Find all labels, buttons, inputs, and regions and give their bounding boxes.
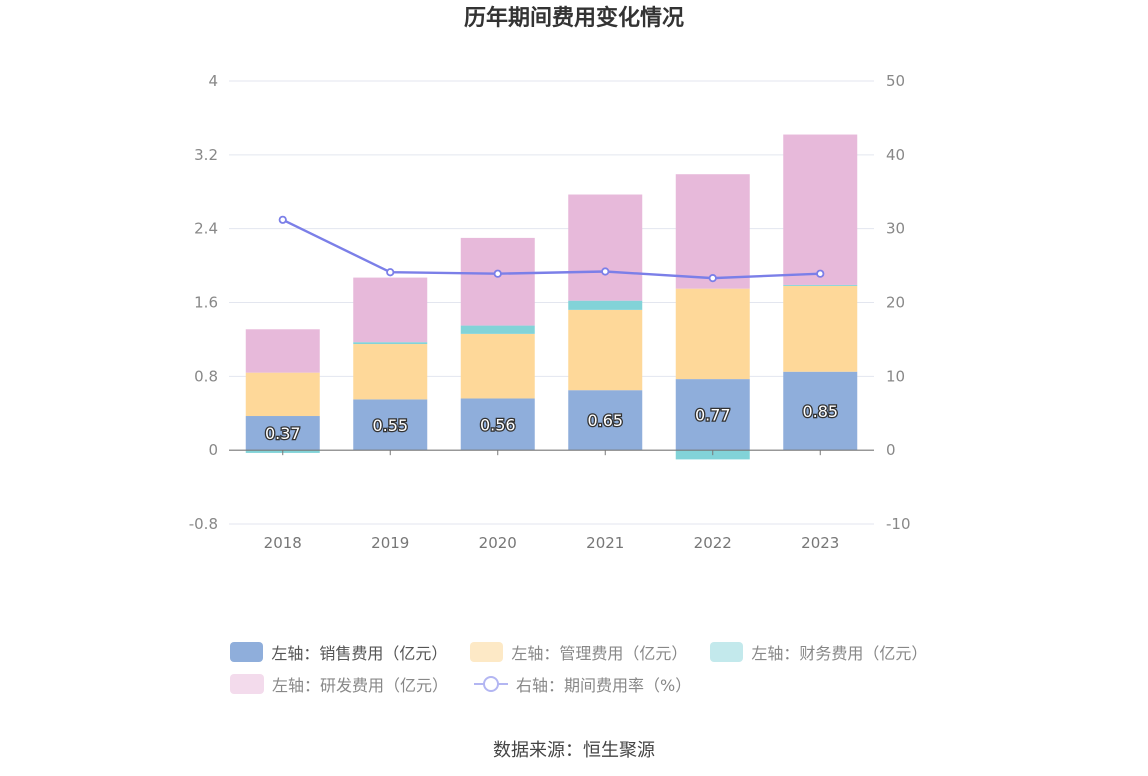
left-axis-tick-label: -0.8 xyxy=(189,515,218,533)
legend-item-rate[interactable]: 右轴：期间费用率（%） xyxy=(474,672,691,696)
bar-segment-sales-2023 xyxy=(783,371,858,451)
right-axis-tick-label: -10 xyxy=(886,515,911,533)
bar-segment-admin-2018 xyxy=(245,372,320,417)
rate-point xyxy=(386,268,395,277)
x-axis: 2018 2019 2020 2021 2022 2023 xyxy=(264,534,840,552)
bar-segment-rnd-2018 xyxy=(245,329,320,373)
right-y-axis: -10 0 10 20 30 40 50 xyxy=(886,72,911,533)
bar-segment-rnd-2020 xyxy=(460,237,535,326)
legend: 左轴：销售费用（亿元） 左轴：管理费用（亿元） 左轴：财务费用（亿元） 左轴：研… xyxy=(230,636,950,700)
rate-line xyxy=(282,218,821,280)
bar-segment-sales-2021 xyxy=(568,390,643,451)
x-axis-tick-label: 2022 xyxy=(694,534,732,552)
right-axis-tick-label: 0 xyxy=(886,441,896,459)
grid-lines xyxy=(229,80,874,525)
bar-segment-rnd-2019 xyxy=(353,277,428,343)
bar-segment-admin-2022 xyxy=(675,288,750,380)
x-axis-tick-label: 2018 xyxy=(264,534,302,552)
x-axis-tick-label: 2020 xyxy=(479,534,517,552)
data-label-sales: 0.85 xyxy=(802,402,838,421)
bar-segment-sales-2018 xyxy=(245,416,320,451)
bar-segment-sales-2022 xyxy=(675,379,750,451)
bar-segment-rnd-2022 xyxy=(675,174,750,289)
legend-swatch-sales xyxy=(230,642,264,662)
x-axis-tick-label: 2021 xyxy=(586,534,624,552)
x-axis-tick-label: 2019 xyxy=(371,534,409,552)
left-axis-tick-label: 0.8 xyxy=(194,367,218,385)
bar-segment-sales-2020 xyxy=(460,398,535,451)
right-axis-tick-label: 20 xyxy=(886,294,905,312)
bar-series xyxy=(245,134,858,460)
legend-swatch-finance xyxy=(710,642,744,662)
data-label-sales: 0.37 xyxy=(265,424,301,443)
legend-item-rnd[interactable]: 左轴：研发费用（亿元） xyxy=(230,672,448,696)
left-axis-tick-label: 4 xyxy=(208,72,218,90)
data-label-sales: 0.77 xyxy=(695,406,731,425)
bar-segment-sales-2019 xyxy=(353,399,428,451)
data-label-sales: 0.56 xyxy=(480,415,516,434)
right-axis-tick-label: 50 xyxy=(886,72,905,90)
data-label-sales: 0.65 xyxy=(587,411,623,430)
data-labels: 0.37 0.55 0.56 0.65 0.77 0.85 xyxy=(264,401,840,445)
legend-swatch-admin xyxy=(470,642,504,662)
bar-segment-admin-2019 xyxy=(353,344,428,400)
legend-label-rate: 右轴：期间费用率（%） xyxy=(516,676,692,695)
data-label-sales: 0.55 xyxy=(372,416,408,435)
left-axis-tick-label: 2.4 xyxy=(194,220,218,238)
legend-item-sales[interactable]: 左轴：销售费用（亿元） xyxy=(230,640,448,664)
legend-item-admin[interactable]: 左轴：管理费用（亿元） xyxy=(470,640,688,664)
rate-line-series xyxy=(278,215,825,283)
rate-point xyxy=(601,267,610,276)
right-axis-tick-label: 40 xyxy=(886,146,905,164)
legend-item-finance[interactable]: 左轴：财务费用（亿元） xyxy=(710,640,928,664)
legend-label-finance: 左轴：财务费用（亿元） xyxy=(751,644,928,663)
rate-point xyxy=(816,269,825,278)
left-y-axis: -0.8 0 0.8 1.6 2.4 3.2 4 xyxy=(189,72,218,533)
x-axis-tick-label: 2023 xyxy=(801,534,839,552)
rate-point xyxy=(493,269,502,278)
bar-segment-finance-2023 xyxy=(783,284,858,286)
legend-line-rate-icon xyxy=(474,674,509,694)
bar-segment-finance-2019 xyxy=(353,342,428,345)
left-axis-tick-label: 3.2 xyxy=(194,146,218,164)
bar-segment-finance-2020 xyxy=(460,325,535,334)
bar-segment-finance-2021 xyxy=(568,300,643,310)
data-source: 数据来源：恒生聚源 xyxy=(493,740,655,761)
rate-point xyxy=(278,215,287,224)
bar-segment-admin-2020 xyxy=(460,333,535,399)
bar-segment-rnd-2021 xyxy=(568,194,643,301)
legend-label-rnd: 左轴：研发费用（亿元） xyxy=(272,676,449,695)
legend-label-admin: 左轴：管理费用（亿元） xyxy=(511,644,688,663)
right-axis-tick-label: 30 xyxy=(886,220,905,238)
bar-segment-rnd-2023 xyxy=(783,134,858,285)
rate-point xyxy=(708,274,717,283)
right-axis-tick-label: 10 xyxy=(886,367,905,385)
bar-segment-admin-2023 xyxy=(783,285,858,372)
x-axis-line xyxy=(229,449,874,456)
legend-label-sales: 左轴：销售费用（亿元） xyxy=(271,644,448,663)
left-axis-tick-label: 0 xyxy=(208,441,218,459)
chart-title: 历年期间费用变化情况 xyxy=(464,5,684,31)
bar-segment-admin-2021 xyxy=(568,309,643,391)
left-axis-tick-label: 1.6 xyxy=(194,294,218,312)
legend-swatch-rnd xyxy=(230,674,264,694)
